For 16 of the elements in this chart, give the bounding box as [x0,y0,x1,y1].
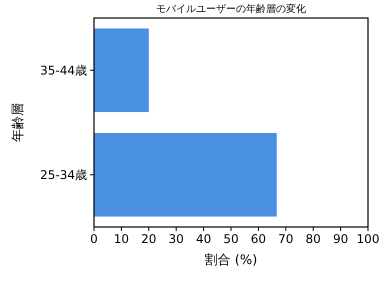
y-tick-label: 25-34歳 [40,168,87,182]
x-tick-label: 50 [223,232,239,246]
x-tick-label: 70 [278,232,294,246]
chart-title: モバイルユーザーの年齢層の変化 [156,3,306,15]
x-tick-label: 40 [196,232,212,246]
x-tick-label: 90 [332,232,348,246]
x-tick-label: 60 [250,232,266,246]
x-axis-title: 割合 (%) [204,253,258,268]
x-tick-label: 30 [168,232,184,246]
x-tick-label: 20 [141,232,156,246]
y-axis-title: 年齢層 [11,103,26,142]
y-tick-label: 35-44歳 [40,63,87,78]
x-tick-label: 100 [356,232,380,246]
x-tick-label: 10 [114,232,130,246]
x-tick-label: 0 [90,232,98,246]
x-tick-label: 80 [306,232,321,246]
